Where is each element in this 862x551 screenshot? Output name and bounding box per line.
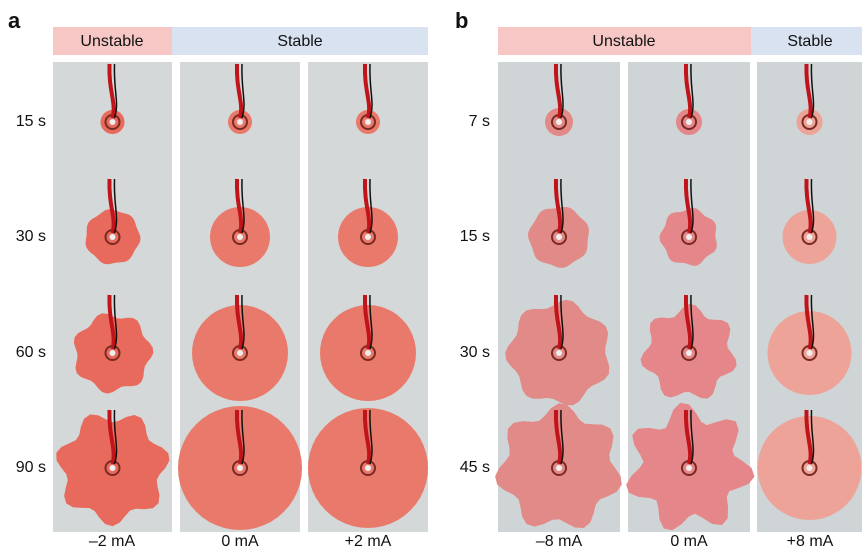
electrode-center	[237, 119, 243, 125]
electrode-center	[686, 119, 692, 125]
electrode-center	[807, 119, 813, 125]
electrode-center	[807, 465, 813, 471]
panel-label: a	[8, 8, 21, 33]
electrode-center	[110, 350, 116, 356]
row-label: 60 s	[16, 344, 46, 361]
electrode-center	[365, 234, 371, 240]
electrode-center	[686, 350, 692, 356]
electrode-center	[686, 234, 692, 240]
column-label: 0 mA	[670, 533, 708, 550]
figure: a Unstable Stable 15 s 30 s 60 s 90 s –2…	[0, 0, 862, 551]
column-label: +2 mA	[345, 533, 392, 550]
column-label: –2 mA	[89, 533, 136, 550]
row-label: 30 s	[16, 228, 46, 245]
column-label: 0 mA	[221, 533, 259, 550]
electrode-center	[365, 350, 371, 356]
electrode-center	[807, 234, 813, 240]
electrode-center	[556, 350, 562, 356]
electrode-center	[237, 234, 243, 240]
header: Stable	[787, 33, 832, 50]
electrode-center	[686, 465, 692, 471]
row-label: 90 s	[16, 459, 46, 476]
column-label: +8 mA	[787, 533, 834, 550]
row-label: 7 s	[469, 113, 490, 130]
electrode-center	[807, 350, 813, 356]
row-label: 15 s	[16, 113, 46, 130]
electrode-center	[110, 119, 116, 125]
row-label: 30 s	[460, 344, 490, 361]
header: Unstable	[80, 33, 143, 50]
electrode-center	[556, 119, 562, 125]
header: Unstable	[592, 33, 655, 50]
column-label: –8 mA	[536, 533, 583, 550]
row-label: 45 s	[460, 459, 490, 476]
electrode-center	[237, 465, 243, 471]
photos	[53, 62, 862, 532]
panel-label: b	[455, 8, 468, 33]
header: Stable	[277, 33, 322, 50]
electrode-center	[237, 350, 243, 356]
electrode-center	[365, 465, 371, 471]
electrode-center	[365, 119, 371, 125]
row-label: 15 s	[460, 228, 490, 245]
electrode-center	[110, 234, 116, 240]
electrode-center	[556, 465, 562, 471]
electrode-center	[110, 465, 116, 471]
electrode-center	[556, 234, 562, 240]
